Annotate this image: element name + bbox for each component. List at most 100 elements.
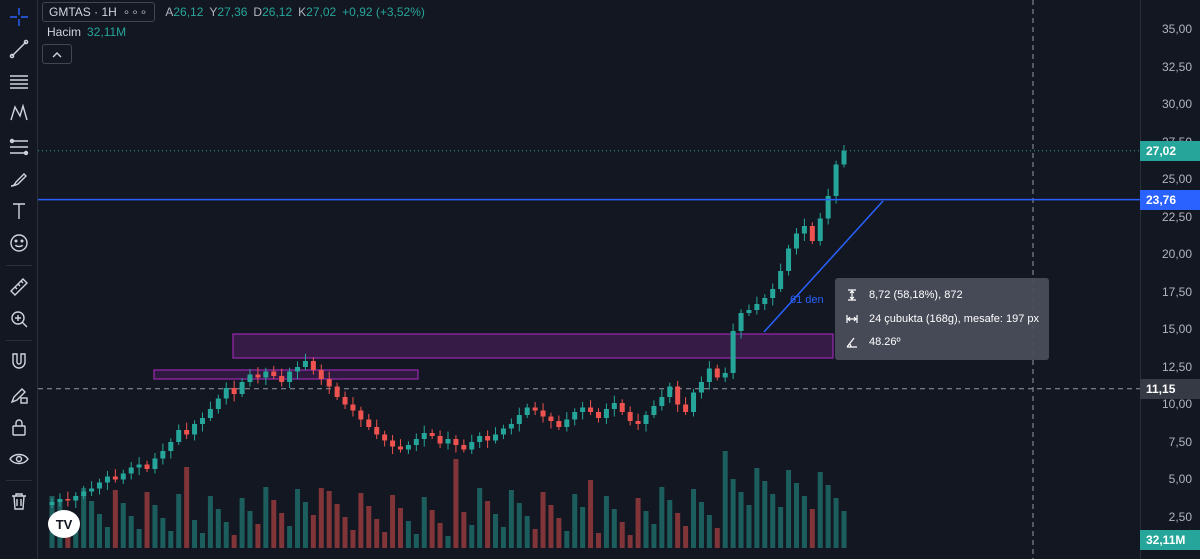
candle: [770, 283, 776, 306]
price-tick: 7,50: [1168, 434, 1192, 449]
volume-bar: [524, 516, 530, 548]
volume-bar: [89, 501, 95, 548]
lock-pencil-icon[interactable]: [0, 380, 38, 410]
ohlc-close: K27,02: [298, 5, 337, 19]
candle: [683, 397, 689, 415]
chevron-up-icon: [52, 51, 62, 57]
candle: [746, 304, 752, 316]
fib-icon[interactable]: [0, 132, 38, 162]
volume-bar: [168, 531, 174, 548]
volume-bar: [651, 524, 657, 548]
candle: [485, 430, 491, 448]
candle: [429, 429, 435, 439]
price-tick: 10,00: [1161, 397, 1192, 411]
volume-bar: [738, 492, 744, 548]
volume-bar: [540, 492, 546, 548]
ohlc-high: Y27,36: [209, 5, 248, 19]
candle: [619, 399, 625, 415]
volume-bar: [413, 534, 419, 548]
chart-pane[interactable]: 61 den: [38, 0, 1140, 559]
price-chart[interactable]: 61 den: [38, 0, 1140, 559]
candle: [350, 397, 356, 417]
volume-bar: [493, 514, 499, 548]
candle: [540, 403, 546, 423]
price-tick: 30,00: [1161, 97, 1192, 111]
volume-bar: [643, 511, 649, 548]
candle: [168, 438, 174, 459]
volume-bar: [564, 531, 570, 548]
more-icon[interactable]: ∘∘∘: [122, 5, 149, 19]
price-tick: 25,00: [1161, 172, 1192, 186]
volume-bar: [627, 535, 633, 548]
emoji-icon[interactable]: [0, 228, 38, 258]
trash-icon[interactable]: [0, 486, 38, 516]
volume-bar: [611, 509, 617, 548]
candle: [643, 411, 649, 432]
candle: [136, 457, 142, 475]
brush-icon[interactable]: [0, 164, 38, 194]
volume-bar: [231, 535, 237, 548]
ohlc-low: D26,12: [253, 5, 293, 19]
volume-bar: [184, 467, 190, 548]
candle: [762, 294, 768, 310]
volume-bar: [619, 522, 625, 548]
price-tick: 2,50: [1168, 509, 1192, 524]
measure-tooltip: 8,72 (58,18%), 872 24 çubukta (168g), me…: [835, 278, 1049, 360]
candle: [595, 408, 601, 423]
candle: [358, 406, 364, 427]
collapse-button[interactable]: [42, 44, 72, 64]
candle: [89, 481, 95, 496]
text-icon[interactable]: [0, 196, 38, 226]
pattern-icon[interactable]: [0, 98, 38, 128]
volume-bar: [516, 503, 522, 548]
crosshair-icon[interactable]: [0, 2, 38, 32]
volume-bar: [247, 511, 253, 548]
candle: [841, 145, 847, 168]
candle: [279, 368, 285, 387]
price-tick: 22,50: [1161, 209, 1192, 224]
candle: [255, 367, 261, 384]
volume-bar: [437, 523, 443, 548]
volume-label: Hacim: [47, 25, 82, 39]
price-axis[interactable]: 35,0032,5030,0027,5025,0022,5020,0017,50…: [1140, 0, 1200, 559]
candle: [738, 309, 744, 339]
measure-bars-text: 24 çubukta (168g), mesafe: 197 px: [869, 313, 1039, 325]
ruler-icon[interactable]: [0, 272, 38, 302]
legend: GMTAS · 1H ∘∘∘ A26,12 Y27,36 D26,12 K27,…: [42, 2, 425, 22]
candle: [199, 412, 205, 432]
symbol-selector[interactable]: GMTAS · 1H ∘∘∘: [42, 2, 156, 22]
measure-price-text: 8,72 (58,18%), 872: [869, 289, 963, 301]
candle: [493, 427, 499, 444]
candle: [112, 469, 118, 483]
trend-line-icon[interactable]: [0, 34, 38, 64]
volume-bar: [825, 485, 831, 548]
candle: [730, 323, 736, 379]
volume-bar: [382, 532, 388, 548]
candle: [556, 415, 562, 430]
candle: [722, 367, 728, 382]
volume-bar: [691, 489, 697, 548]
volume-bar: [445, 536, 451, 548]
candle: [160, 443, 166, 465]
eye-icon[interactable]: [0, 444, 38, 474]
volume-bar: [477, 488, 483, 548]
lock-icon[interactable]: [0, 412, 38, 442]
volume-bar: [421, 497, 427, 548]
volume-bar: [271, 500, 277, 548]
magnet-icon[interactable]: [0, 346, 38, 376]
price-tick: 12,50: [1161, 359, 1192, 374]
drawing-toolbar: [0, 0, 38, 559]
volume-bar: [112, 490, 118, 548]
candle: [809, 222, 815, 244]
volume-bar: [295, 489, 301, 548]
volume-bar: [104, 527, 110, 548]
candle: [588, 400, 594, 415]
volume-bar: [160, 518, 166, 548]
candle: [833, 160, 839, 204]
ohlc-values: A26,12 Y27,36 D26,12 K27,02 +0,92 (+3,52…: [165, 5, 425, 19]
zoom-icon[interactable]: [0, 304, 38, 334]
volume-bar: [366, 506, 372, 548]
horizontal-lines-icon[interactable]: [0, 66, 38, 96]
volume-bar: [207, 496, 213, 548]
volume-value: 32,11M: [87, 25, 127, 39]
